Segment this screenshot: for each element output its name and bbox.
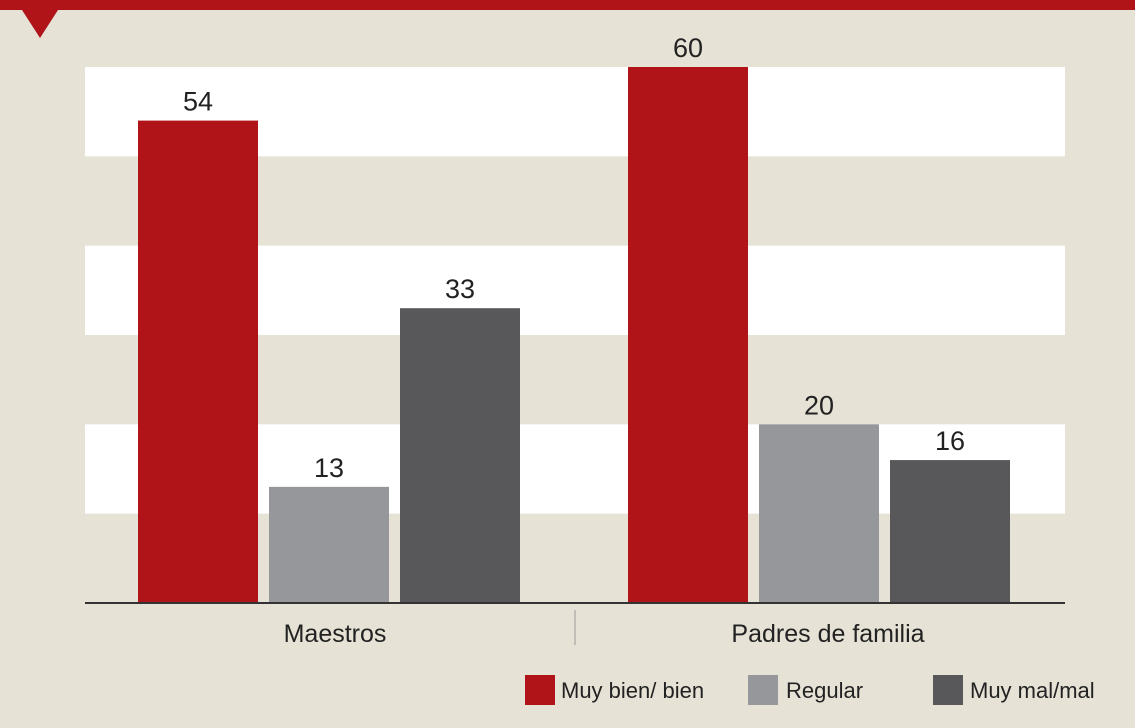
bars (138, 67, 1010, 603)
legend-label-regular: Regular (786, 678, 863, 703)
bar-maestros-muy-mal-mal (400, 308, 520, 603)
legend-label-muy-bien: Muy bien/ bien (561, 678, 704, 703)
category-label-padres-de-familia: Padres de familia (731, 620, 924, 648)
legend-swatch-muy-bien (525, 675, 555, 705)
legend-swatch-muy-mal (933, 675, 963, 705)
value-label-padres-de-familia-muy-bien-bien: 60 (673, 33, 703, 63)
bar-maestros-muy-bien-bien (138, 120, 258, 603)
bar-padres-de-familia-muy-mal-mal (890, 460, 1010, 603)
bar-maestros-regular (269, 486, 389, 603)
value-label-maestros-regular: 13 (314, 453, 344, 483)
legend: Muy bien/ bien Regular Muy mal/mal (525, 675, 1095, 705)
value-labels: 54 13 33 60 20 16 (183, 33, 965, 483)
category-label-maestros: Maestros (284, 620, 387, 648)
legend-swatch-regular (748, 675, 778, 705)
value-label-padres-de-familia-regular: 20 (804, 390, 834, 420)
value-label-maestros-muy-mal-mal: 33 (445, 274, 475, 304)
bar-padres-de-familia-muy-bien-bien (628, 67, 748, 603)
header-pointer-icon (22, 10, 58, 38)
bar-padres-de-familia-regular (759, 424, 879, 603)
value-label-maestros-muy-bien-bien: 54 (183, 87, 213, 117)
legend-label-muy-mal: Muy mal/mal (970, 678, 1095, 703)
value-label-padres-de-familia-muy-mal-mal: 16 (935, 426, 965, 456)
header-bar (0, 0, 1135, 10)
